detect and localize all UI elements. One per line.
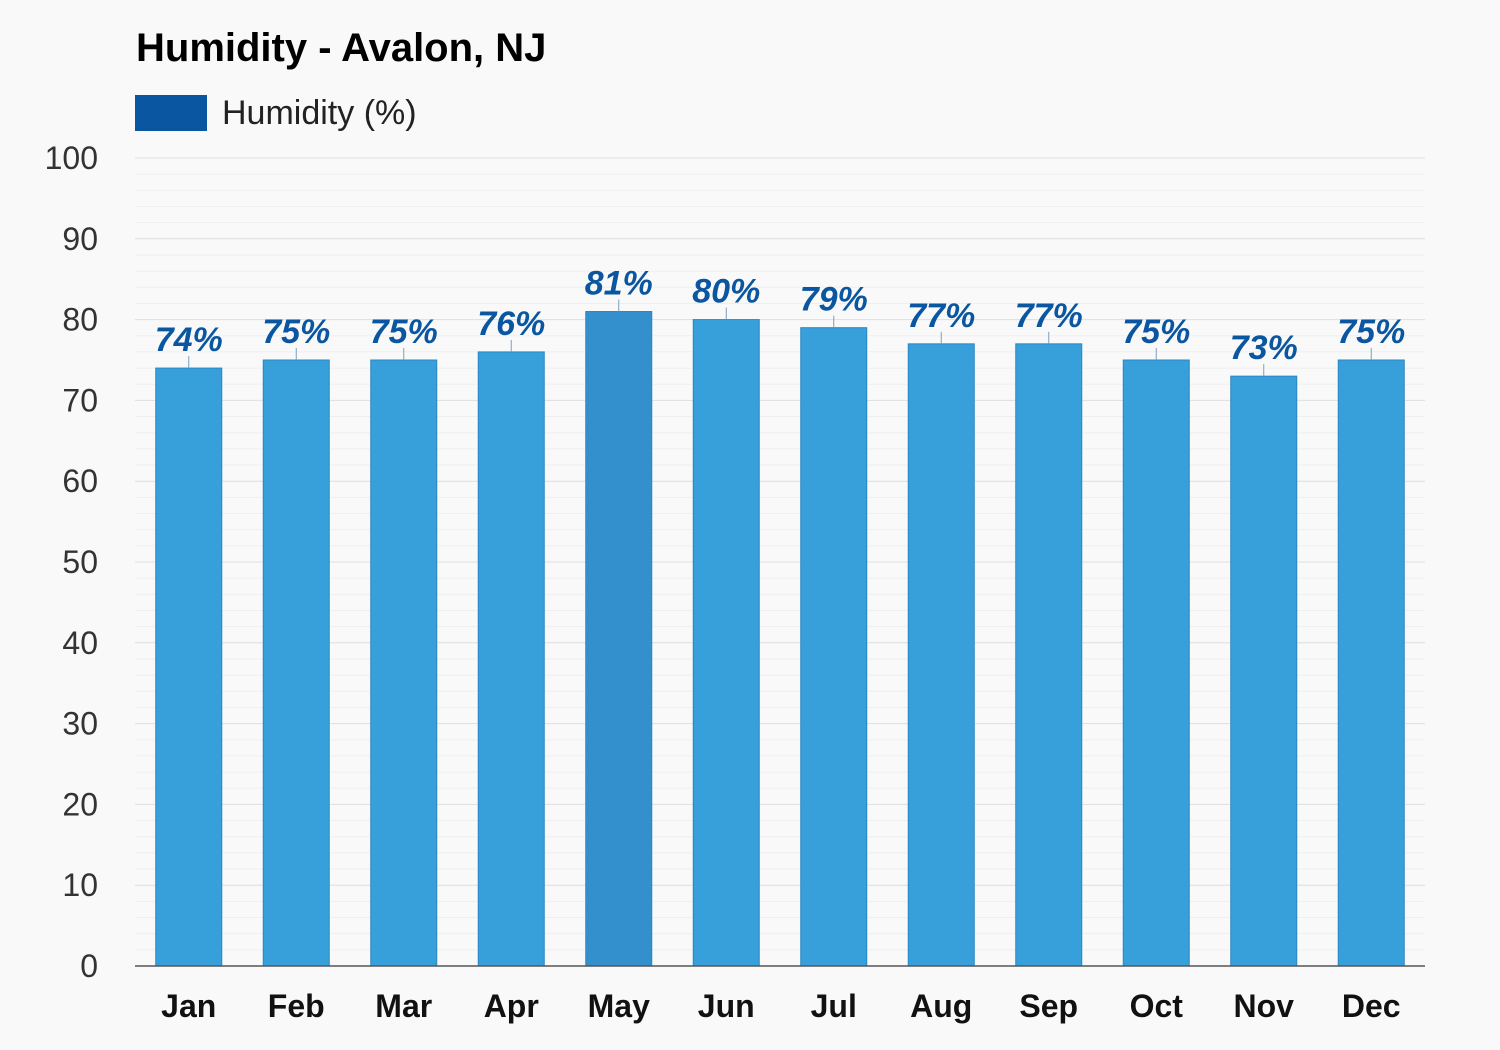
data-label-mar: 75% (370, 313, 438, 351)
x-tick-label-jan: Jan (161, 988, 216, 1024)
y-tick-label: 40 (62, 625, 98, 661)
bar-dec (1337, 359, 1405, 967)
data-label-aug: 77% (907, 297, 975, 335)
data-label-apr: 76% (477, 305, 545, 343)
y-tick-label: 80 (62, 302, 98, 338)
x-tick-label-jul: Jul (811, 988, 857, 1024)
legend: Humidity (%) (135, 94, 417, 132)
x-tick-label-apr: Apr (484, 988, 539, 1024)
y-tick-label: 20 (62, 786, 98, 822)
bar-feb (262, 359, 330, 967)
data-label-dec: 75% (1337, 313, 1405, 351)
bar-jun (692, 319, 760, 967)
grid-lines (135, 157, 1425, 967)
legend-label: Humidity (%) (222, 93, 417, 132)
data-label-jun: 80% (692, 273, 760, 311)
x-tick-label-sep: Sep (1019, 988, 1078, 1024)
chart-title: Humidity - Avalon, NJ (136, 26, 547, 70)
data-label-may: 81% (585, 265, 653, 303)
bar-may (585, 311, 653, 967)
y-tick-label: 70 (62, 382, 98, 418)
data-label-nov: 73% (1230, 329, 1298, 367)
y-axis-ticks: 0 10 20 30 40 50 60 70 80 90 100 (45, 140, 98, 984)
bar-aug (907, 343, 975, 967)
y-tick-label: 0 (80, 948, 98, 984)
bar-sep (1015, 343, 1083, 967)
bar-jul (800, 327, 868, 967)
data-label-oct: 75% (1122, 313, 1190, 351)
data-label-sep: 77% (1015, 297, 1083, 335)
x-tick-label-may: May (588, 988, 650, 1024)
bar-nov (1230, 375, 1298, 967)
data-label-jul: 79% (800, 281, 868, 319)
x-tick-label-mar: Mar (375, 988, 432, 1024)
bar-oct (1122, 359, 1190, 967)
data-label-feb: 75% (262, 313, 330, 351)
x-tick-label-aug: Aug (910, 988, 972, 1024)
bar-mar (370, 359, 438, 967)
bar-jan (155, 367, 223, 967)
x-tick-label-dec: Dec (1342, 988, 1401, 1024)
x-tick-label-jun: Jun (698, 988, 755, 1024)
legend-swatch (135, 95, 207, 131)
bar-apr (477, 351, 545, 967)
y-tick-label: 100 (45, 140, 98, 176)
y-tick-label: 30 (62, 706, 98, 742)
data-labels: 74% 75% 75% 76% 81% 80% 79% 77% 77% 75% 73% 75% (155, 265, 1405, 377)
y-tick-label: 10 (62, 867, 98, 903)
x-axis-ticks: Jan Feb Mar Apr May Jun Jul Aug Sep Oct Nov Dec (161, 988, 1400, 1024)
x-tick-label-feb: Feb (268, 988, 325, 1024)
x-tick-label-nov: Nov (1234, 988, 1295, 1024)
y-tick-label: 60 (62, 463, 98, 499)
y-tick-label: 50 (62, 544, 98, 580)
y-tick-label: 90 (62, 221, 98, 257)
data-label-jan: 74% (155, 321, 223, 359)
bars (155, 311, 1405, 967)
x-tick-label-oct: Oct (1130, 988, 1184, 1024)
